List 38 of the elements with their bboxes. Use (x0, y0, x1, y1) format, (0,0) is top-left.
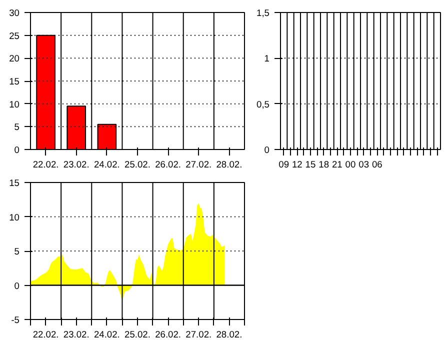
y-tick-label: 15 (9, 178, 20, 188)
x-tick-label: 28.02. (216, 160, 242, 170)
y-tick-label: 1,5 (256, 8, 270, 18)
x-tick-label: 23.02. (63, 160, 90, 170)
y-tick-label: 5 (14, 122, 20, 132)
x-tick-label: 18 (318, 160, 330, 170)
x-tick-label: 03 (358, 160, 370, 170)
y-tick-label: 0 (14, 280, 20, 291)
x-tick-label: 15 (305, 160, 316, 170)
y-tick-label: 0,5 (256, 99, 270, 110)
x-tick-label: 25.02. (124, 160, 150, 170)
x-tick-label: 26.02. (155, 330, 182, 340)
y-tick-label: 15 (9, 76, 20, 86)
y-tick-label: 20 (9, 54, 20, 64)
x-tick-label: 26.02. (155, 160, 182, 170)
y-tick-label: 1 (264, 54, 270, 64)
y-tick-label: 30 (9, 8, 20, 18)
x-tick-label: 28.02. (216, 330, 242, 340)
y-tick-label: 10 (9, 99, 20, 110)
x-tick-label: 00 (345, 160, 356, 170)
y-tick-label: 25 (9, 30, 20, 41)
x-tick-label: 27.02. (186, 330, 212, 340)
x-tick-label: 12 (292, 160, 302, 170)
y-tick-label: -5 (11, 315, 20, 325)
x-tick-label: 22.02. (32, 330, 59, 340)
y-tick-label: 10 (9, 212, 20, 222)
x-tick-label: 24.02. (94, 330, 120, 340)
x-tick-label: 22.02. (32, 160, 59, 170)
x-tick-label: 24.02. (94, 160, 120, 170)
x-tick-label: 25.02. (124, 330, 150, 340)
y-tick-label: 5 (14, 246, 20, 256)
y-tick-label: 0 (264, 145, 270, 155)
x-tick-label: 21 (332, 160, 342, 170)
x-tick-label: 09 (278, 160, 290, 170)
x-tick-label: 27.02. (186, 160, 212, 170)
x-tick-label: 23.02. (63, 330, 90, 340)
x-tick-label: 06 (372, 160, 382, 170)
y-tick-label: 0 (14, 145, 20, 155)
